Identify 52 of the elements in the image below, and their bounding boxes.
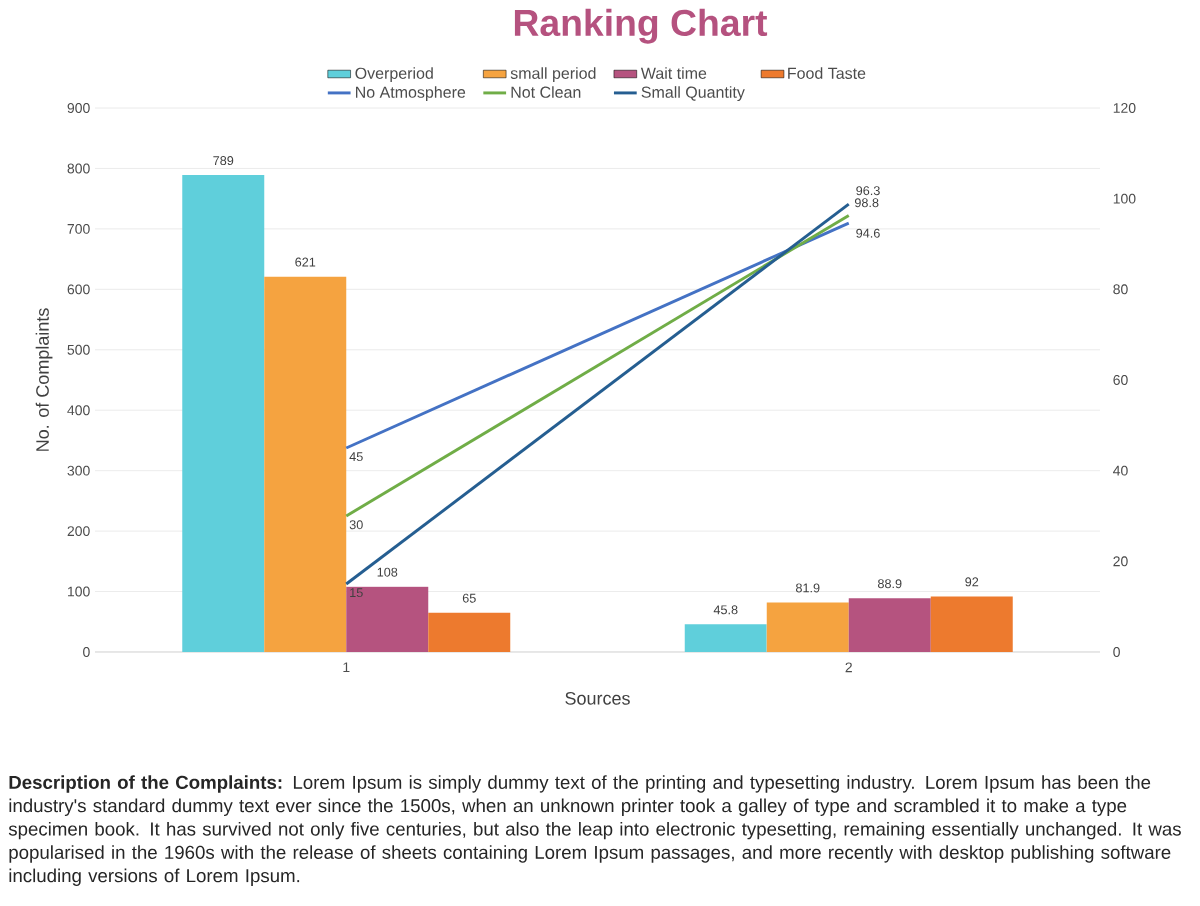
y2-tick-label: 80: [1113, 284, 1128, 295]
y2-tick-label: 60: [1113, 375, 1128, 385]
data-label: 45: [349, 452, 363, 462]
data-label: 45.8: [713, 605, 738, 615]
y2-tick-label: 100: [1113, 193, 1136, 204]
data-label: 96.3: [856, 186, 880, 196]
bar: [684, 624, 767, 652]
y-tick-label: 200: [67, 526, 90, 537]
legend-label: Overperiod: [355, 67, 433, 83]
y-tick-label: 400: [67, 405, 90, 416]
data-label: 621: [295, 257, 316, 267]
y-tick-label: 700: [67, 223, 90, 234]
chart-title: Ranking Chart: [514, 8, 768, 44]
data-label: 108: [377, 567, 398, 577]
x-tick-label: 2: [845, 662, 852, 673]
legend-label: Small Quantity: [641, 86, 745, 102]
data-label: 65: [462, 593, 476, 603]
legend-label: Not Clean: [511, 86, 581, 98]
bar: [766, 602, 849, 652]
bar: [428, 612, 511, 652]
data-label: 30: [349, 520, 363, 530]
bar: [264, 276, 347, 652]
y-tick-label: 100: [68, 586, 90, 597]
data-label: 81.9: [795, 583, 820, 593]
legend-label: Food Taste: [788, 67, 866, 79]
text: Description of the Complaints: Lorem Ipsum is simply dummy text of the printing and typesetting industry. Lorem Ipsum has been the industry's standard dummy text ever since the 1500s, when an unknown printer took a galley of type and scrambled it to make a type specimen book. It has survived not only five centuries, but also the leap into electronic typesetting, remaining essentially unchanged. It was popularised in the 1960s with the release of sheets containing Lorem Ipsum passages, and more recently with desktop publishing software including versions of Lorem Ipsum.: [8, 775, 1181, 886]
y2-tick-label: 40: [1113, 465, 1128, 476]
data-label: 92: [965, 577, 979, 587]
y-tick-label: 600: [67, 284, 90, 295]
y-tick-label: 300: [67, 465, 90, 476]
bar: [848, 598, 931, 652]
x-axis-title: Sources: [565, 691, 630, 705]
y-tick-label: 900: [67, 103, 90, 113]
bar: [346, 586, 429, 652]
data-label: 94.6: [856, 228, 880, 238]
legend-label: small period: [510, 67, 596, 83]
legend-label: No Atmosphere: [356, 86, 466, 102]
y-tick-label: 500: [67, 344, 90, 355]
legend-label: Wait time: [640, 67, 707, 79]
y2-tick-label: 0: [1113, 647, 1120, 657]
bar: [930, 596, 1013, 652]
y-tick-label: 0: [83, 647, 90, 657]
y2-tick-label: 20: [1113, 556, 1128, 567]
y-tick-label: 800: [67, 163, 90, 174]
data-label: 789: [213, 156, 234, 166]
y2-tick-label: 120: [1113, 103, 1136, 113]
data-label: 98.8: [854, 198, 879, 208]
y-axis-title: No. of Complaints: [35, 308, 53, 451]
data-label: 15: [350, 588, 363, 598]
data-label: 88.9: [877, 579, 902, 589]
x-tick-label: 1: [343, 662, 350, 673]
bar: [182, 175, 265, 652]
